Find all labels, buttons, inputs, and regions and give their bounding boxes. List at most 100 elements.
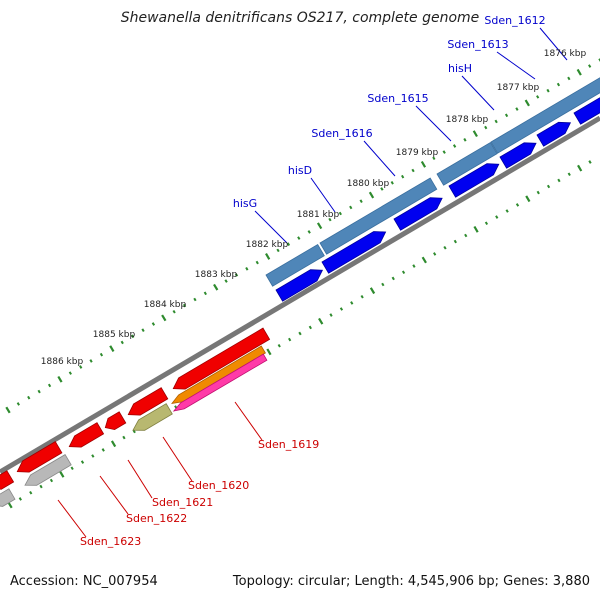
minor-tick xyxy=(546,184,551,189)
minor-tick xyxy=(381,282,385,287)
forward-gene-label: Sden_1615 xyxy=(367,92,428,105)
minor-tick xyxy=(432,156,436,161)
major-tick xyxy=(420,160,427,168)
minor-tick xyxy=(193,297,197,302)
minor-tick xyxy=(298,331,302,336)
minor-tick xyxy=(297,236,301,240)
minor-tick xyxy=(47,383,52,388)
major-tick xyxy=(318,317,324,325)
minor-tick xyxy=(401,174,405,179)
minor-tick xyxy=(339,307,344,311)
reverse-gene-arrow xyxy=(16,441,63,473)
minor-tick xyxy=(390,181,394,185)
forward-gene-label-leader xyxy=(539,27,568,61)
minor-tick xyxy=(80,460,85,464)
reverse-gene-label-leader xyxy=(234,401,263,441)
minor-tick xyxy=(101,448,105,452)
reverse-gene-arrow xyxy=(68,422,105,448)
minor-tick xyxy=(288,337,292,342)
reverse-gene-label: Sden_1623 xyxy=(80,535,141,548)
minor-tick xyxy=(588,160,592,164)
minor-tick xyxy=(505,209,509,213)
minor-tick xyxy=(70,466,74,471)
minor-tick xyxy=(443,245,447,250)
reverse-gene-labels: Sden_1619 Sden_1620 Sden_1621 Sden_1622 Sden… xyxy=(57,401,319,548)
minor-tick xyxy=(515,107,519,111)
minor-tick xyxy=(349,205,353,210)
major-tick xyxy=(57,375,63,383)
forward-gene-arrow xyxy=(536,121,572,147)
minor-tick xyxy=(338,211,342,216)
minor-tick xyxy=(515,203,520,207)
major-tick xyxy=(109,345,115,352)
reverse-gene-label-leader xyxy=(57,499,87,538)
minor-tick xyxy=(494,119,498,124)
forward-gene-label: Sden_1613 xyxy=(447,38,508,51)
forward-gene-label-leader xyxy=(415,105,452,142)
minor-tick xyxy=(412,264,416,268)
forward-gene-arrow xyxy=(321,231,387,274)
forward-gene-arrow xyxy=(275,269,324,302)
major-tick xyxy=(577,164,583,172)
major-tick xyxy=(369,287,376,295)
minor-tick xyxy=(27,395,31,400)
reverse-gene-label-leader xyxy=(162,436,193,482)
forward-gene-label-leader xyxy=(496,51,536,80)
reverse-gene-arrow xyxy=(127,387,169,416)
forward-gene-arrow xyxy=(448,163,500,198)
major-tick xyxy=(368,191,375,199)
minor-tick xyxy=(411,168,415,173)
reverse-gene-label-leader xyxy=(127,459,153,499)
forward-strand-genes xyxy=(275,97,600,302)
minor-tick xyxy=(484,221,489,226)
reverse-gene-arrow-gray xyxy=(0,488,16,507)
accession-label: Accession: NC_007954 xyxy=(10,574,158,589)
minor-tick xyxy=(504,113,509,118)
minor-tick xyxy=(141,328,145,332)
minor-tick xyxy=(484,125,488,130)
forward-gene-label-leader xyxy=(363,140,396,177)
forward-gene-label: hisD xyxy=(288,164,312,177)
kbp-tick-label: 1886 kbp xyxy=(41,357,84,367)
minor-tick xyxy=(131,334,135,339)
map-title: Shewanella denitrificans OS217, complete… xyxy=(120,10,480,26)
minor-tick xyxy=(255,260,259,265)
reverse-gene-arrow xyxy=(0,470,15,490)
minor-tick xyxy=(329,313,333,317)
minor-tick xyxy=(536,190,540,195)
minor-tick xyxy=(328,217,332,222)
kbp-tick-label: 1885 kbp xyxy=(93,330,136,340)
major-tick xyxy=(213,283,219,291)
minor-tick xyxy=(442,150,446,154)
minor-tick xyxy=(557,178,561,183)
major-tick xyxy=(59,470,65,478)
minor-tick xyxy=(567,76,571,81)
forward-gene-arrow xyxy=(573,97,600,125)
minor-tick xyxy=(224,279,228,283)
kbp-tick-label: 1884 kbp xyxy=(144,300,187,310)
kbp-tick-label: 1883 kbp xyxy=(195,270,238,280)
minor-tick xyxy=(89,359,93,363)
forward-gene-label: hisH xyxy=(448,62,472,75)
minor-tick xyxy=(401,270,406,275)
major-tick xyxy=(421,256,427,264)
minor-tick xyxy=(380,187,384,191)
reverse-gene-label-leader xyxy=(99,475,129,515)
forward-band-segment xyxy=(490,77,600,154)
kbp-tick-label: 1880 kbp xyxy=(347,179,390,189)
minor-tick xyxy=(546,88,550,93)
minor-tick xyxy=(245,267,249,271)
reverse-gene-label: Sden_1622 xyxy=(126,512,187,525)
minor-tick xyxy=(464,233,468,238)
minor-tick xyxy=(172,309,176,314)
major-tick xyxy=(110,440,117,448)
minor-tick xyxy=(18,497,22,501)
minor-tick xyxy=(49,478,54,483)
minor-tick xyxy=(360,294,364,299)
reverse-gene-arrow-magenta xyxy=(172,353,268,412)
forward-gene-label: hisG xyxy=(233,197,257,210)
major-tick xyxy=(576,68,582,76)
minor-tick xyxy=(391,276,395,281)
